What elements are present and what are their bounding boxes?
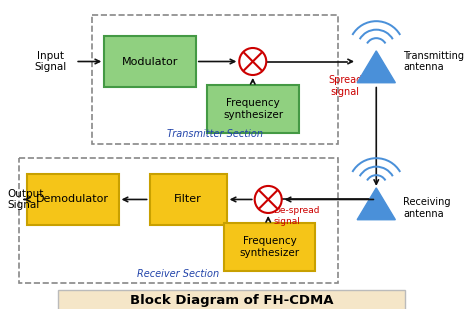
Bar xyxy=(91,15,337,144)
Bar xyxy=(224,223,316,271)
Text: Block Diagram of FH-CDMA: Block Diagram of FH-CDMA xyxy=(130,294,333,307)
Text: De-spread
signal: De-spread signal xyxy=(273,206,319,226)
Bar xyxy=(58,290,405,312)
Bar xyxy=(19,158,337,284)
Bar xyxy=(149,175,227,225)
Text: Demodulator: Demodulator xyxy=(36,194,109,204)
Polygon shape xyxy=(357,188,395,220)
Text: Transmitting
antenna: Transmitting antenna xyxy=(403,51,464,72)
Text: Spread
signal: Spread signal xyxy=(328,75,363,97)
Bar xyxy=(208,85,299,133)
Bar xyxy=(27,175,118,225)
Text: Output
Signal: Output Signal xyxy=(8,189,44,210)
Circle shape xyxy=(239,48,266,75)
Text: Input
Signal: Input Signal xyxy=(34,51,66,72)
Circle shape xyxy=(255,186,282,213)
Bar xyxy=(104,37,196,87)
Text: Transmitter Section: Transmitter Section xyxy=(167,129,263,139)
Text: Frequency
synthesizer: Frequency synthesizer xyxy=(223,98,283,120)
Polygon shape xyxy=(357,51,395,83)
Text: Receiver Section: Receiver Section xyxy=(137,269,219,279)
Text: Filter: Filter xyxy=(174,194,202,204)
Text: Frequency
synthesizer: Frequency synthesizer xyxy=(239,236,300,258)
Text: Receiving
antenna: Receiving antenna xyxy=(403,198,451,219)
Text: Modulator: Modulator xyxy=(122,56,178,66)
